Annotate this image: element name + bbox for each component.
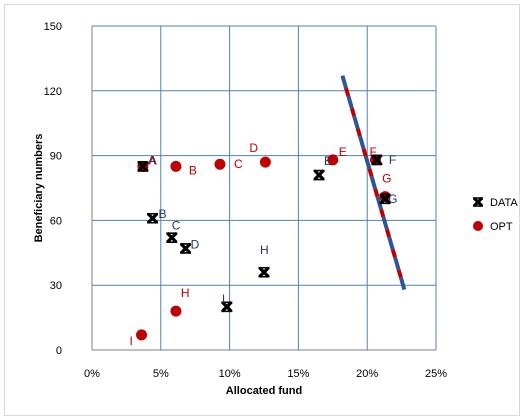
opt-point-label: D bbox=[249, 141, 258, 155]
x-tick-label: 0% bbox=[84, 368, 100, 380]
data-point-a bbox=[137, 160, 149, 173]
data-point-g bbox=[379, 193, 391, 205]
chart-frame bbox=[4, 4, 520, 416]
frontier-line-blue bbox=[340, 75, 407, 291]
x-tick-label: 20% bbox=[356, 368, 378, 380]
opt-point-label: I bbox=[130, 334, 133, 348]
data-point-b bbox=[146, 212, 159, 224]
opt-point-label: H bbox=[181, 286, 190, 300]
x-tick-label: 10% bbox=[219, 368, 241, 380]
opt-point-label: B bbox=[189, 163, 197, 177]
data-point-label: D bbox=[191, 237, 200, 251]
axes: Beneficiary numbers Allocated fund 0 30 60… bbox=[33, 21, 447, 397]
data-point-label: B bbox=[159, 207, 167, 221]
legend-label-data: DATA bbox=[490, 197, 518, 209]
y-tick-label: 150 bbox=[44, 21, 62, 33]
x-tick-label: 25% bbox=[425, 368, 447, 380]
frontier-line-red bbox=[340, 75, 407, 291]
opt-point-label: A bbox=[149, 153, 157, 167]
opt-point-i bbox=[136, 329, 148, 341]
data-point-i bbox=[221, 301, 233, 313]
legend: DATA OPT bbox=[472, 196, 518, 233]
legend-circle-marker-icon bbox=[473, 221, 483, 231]
efficiency-frontier bbox=[340, 75, 407, 291]
data-point-label: F bbox=[389, 153, 396, 167]
data-point-c bbox=[166, 232, 178, 244]
y-tick-label: 60 bbox=[50, 215, 62, 227]
data-point-label: I bbox=[222, 292, 225, 306]
y-tick-label: 30 bbox=[50, 280, 62, 292]
data-point-e bbox=[313, 169, 325, 181]
x-tick-label: 15% bbox=[287, 368, 309, 380]
data-point-d bbox=[179, 242, 192, 255]
opt-point-d bbox=[259, 156, 271, 168]
y-tick-label: 90 bbox=[50, 151, 62, 163]
opt-point-label: C bbox=[234, 157, 243, 171]
legend-item-data: DATA bbox=[472, 196, 518, 209]
opt-point-label: E bbox=[339, 145, 347, 159]
y-axis-title: Beneficiary numbers bbox=[33, 134, 45, 243]
data-point-label: G bbox=[388, 192, 397, 206]
opt-point-h bbox=[170, 305, 182, 317]
opt-point-e bbox=[327, 154, 339, 166]
y-tick-label: 120 bbox=[44, 86, 62, 98]
legend-item-opt: OPT bbox=[473, 221, 513, 233]
data-point-f bbox=[371, 154, 383, 166]
data-point-h bbox=[258, 266, 270, 278]
data-point-label: A bbox=[148, 153, 156, 167]
legend-x-marker-icon bbox=[472, 196, 484, 208]
y-tick-label: 0 bbox=[56, 345, 62, 357]
data-point-label: E bbox=[324, 154, 332, 168]
data-point-label: H bbox=[260, 243, 269, 257]
data-point-label: C bbox=[172, 219, 181, 233]
x-axis-title: Allocated fund bbox=[226, 385, 302, 397]
opt-point-label: G bbox=[382, 172, 391, 186]
opt-point-c bbox=[214, 158, 226, 170]
legend-x-shape bbox=[472, 196, 484, 208]
legend-label-opt: OPT bbox=[490, 221, 513, 233]
gridlines bbox=[91, 25, 437, 351]
opt-point-b bbox=[170, 160, 182, 172]
x-tick-label: 5% bbox=[153, 368, 169, 380]
opt-point-label: F bbox=[369, 145, 376, 159]
